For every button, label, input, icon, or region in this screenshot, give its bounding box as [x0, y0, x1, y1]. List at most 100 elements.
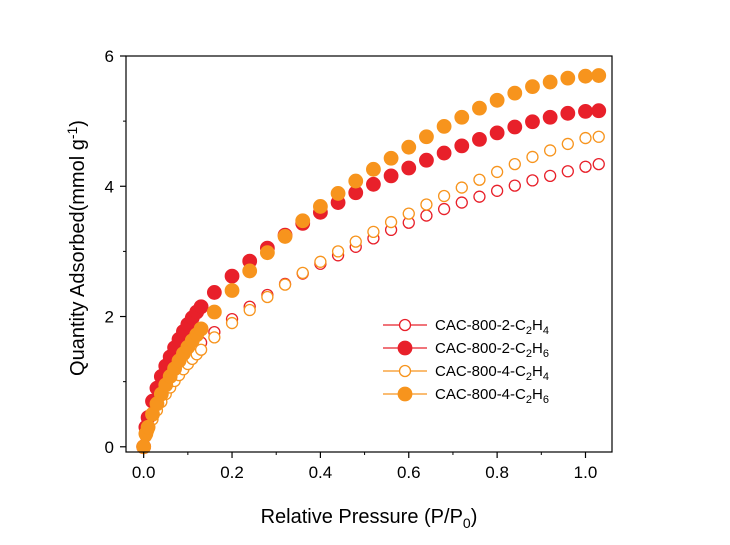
data-point [437, 189, 451, 203]
data-point [384, 215, 398, 229]
data-point [508, 179, 521, 192]
data-point [312, 199, 328, 214]
legend-marker [398, 318, 412, 332]
data-point [473, 190, 486, 203]
data-point [561, 165, 574, 178]
y-axis-ticks: 0 2 4 6 [105, 47, 126, 457]
data-point [242, 263, 258, 279]
data-point [507, 85, 523, 101]
data-point [592, 130, 605, 143]
data-point [402, 207, 415, 220]
x-tick-label: 0.0 [132, 463, 156, 482]
data-point [436, 118, 452, 134]
data-point [542, 109, 558, 125]
legend-label: CAC-800-4-C2H6 [435, 386, 549, 406]
legend-label: CAC-800-2-C2H6 [435, 340, 549, 360]
data-point [194, 343, 208, 356]
data-point [591, 103, 607, 119]
data-point [525, 114, 540, 130]
data-point [560, 105, 576, 121]
data-point [526, 174, 539, 187]
data-point [436, 145, 452, 161]
data-point [472, 100, 487, 116]
data-point [331, 245, 345, 258]
legend-item: CAC-800-2-C2H4 [383, 317, 549, 337]
data-point [277, 229, 293, 244]
data-point [206, 285, 222, 300]
data-points-layer [136, 68, 607, 455]
data-point [259, 245, 275, 261]
data-point [489, 125, 505, 141]
data-point [560, 70, 576, 86]
y-tick-label: 2 [105, 308, 114, 327]
data-point [455, 196, 468, 209]
legend-item: CAC-800-2-C2H6 [383, 340, 549, 360]
data-point [193, 321, 209, 337]
data-point [295, 213, 311, 229]
data-point [490, 165, 504, 179]
data-point [543, 169, 557, 182]
data-point [508, 157, 521, 171]
data-point [225, 316, 239, 330]
x-tick-label: 1.0 [574, 463, 598, 482]
data-point [525, 79, 540, 95]
data-point [193, 299, 209, 315]
legend-item: CAC-800-4-C2H4 [383, 363, 549, 383]
data-point [490, 184, 504, 197]
data-point [349, 235, 362, 248]
data-point [330, 186, 346, 201]
x-tick-label: 0.6 [397, 463, 421, 482]
data-point [455, 181, 468, 194]
data-point [366, 176, 381, 192]
data-point [579, 160, 592, 173]
data-point [420, 198, 433, 211]
x-axis-title: Relative Pressure (P/P0) [261, 506, 478, 531]
data-point [454, 138, 470, 154]
data-point [366, 161, 381, 177]
plot-frame [125, 55, 613, 453]
legend-label: CAC-800-4-C2H4 [435, 363, 549, 383]
data-point [208, 331, 221, 344]
data-point [261, 290, 274, 304]
series-cac-800-2-c2h6 [136, 103, 607, 455]
legend-marker [398, 364, 412, 378]
x-tick-label: 0.4 [309, 463, 333, 482]
y-tick-label: 4 [105, 177, 114, 196]
data-point [314, 255, 327, 268]
data-point [224, 283, 240, 298]
data-point [401, 139, 417, 155]
data-point [472, 131, 487, 147]
data-point [296, 266, 309, 280]
data-point [507, 119, 523, 135]
data-point [579, 131, 592, 145]
data-point [383, 168, 399, 184]
data-point [592, 157, 605, 171]
x-tick-label: 0.2 [220, 463, 244, 482]
data-point [140, 419, 156, 435]
data-point [526, 150, 539, 164]
y-axis-title: Quantity Adsorbed(mmol g-1) [64, 120, 89, 376]
data-point [206, 304, 222, 320]
legend-marker [397, 340, 413, 356]
data-point [224, 268, 240, 284]
data-point [473, 173, 486, 186]
data-point [578, 68, 593, 84]
data-point [419, 129, 434, 145]
data-point [591, 68, 607, 83]
y-tick-label: 6 [105, 47, 114, 66]
x-axis-ticks: 0.0 0.2 0.4 0.6 0.8 1.0 [132, 452, 597, 482]
data-point [420, 209, 433, 222]
data-point [489, 92, 505, 108]
data-point [243, 303, 256, 317]
series-cac-800-4-c2h6 [136, 68, 607, 455]
data-point [278, 278, 292, 291]
y-tick-label: 0 [105, 438, 114, 457]
x-tick-label: 0.8 [485, 463, 509, 482]
legend-label: CAC-800-2-C2H4 [435, 317, 549, 337]
data-point [561, 137, 574, 151]
legend-item: CAC-800-4-C2H6 [383, 386, 549, 406]
data-point [578, 103, 593, 119]
data-point [401, 160, 417, 176]
data-point [542, 74, 558, 90]
